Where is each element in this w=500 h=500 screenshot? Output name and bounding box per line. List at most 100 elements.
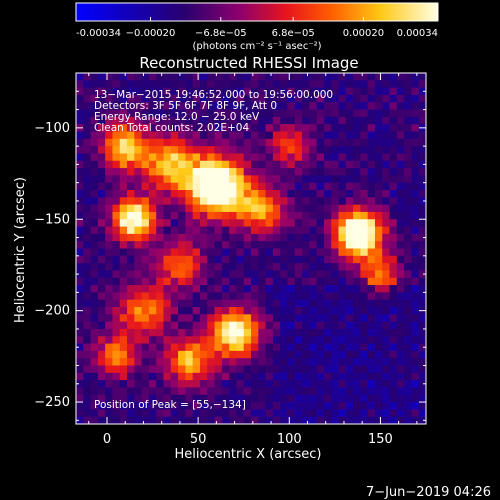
image-cell: [170, 387, 179, 396]
image-cell: [185, 387, 194, 396]
image-cell: [418, 255, 427, 264]
image-cell: [367, 314, 376, 323]
image-cell: [287, 233, 296, 242]
image-cell: [221, 409, 230, 418]
image-cell: [112, 211, 121, 220]
image-cell: [280, 285, 288, 293]
image-cell: [105, 307, 113, 315]
image-cell: [418, 197, 427, 206]
image-cell: [156, 182, 164, 191]
image-cell: [258, 402, 266, 410]
image-cell: [105, 292, 113, 301]
image-cell: [251, 211, 259, 220]
image-cell: [178, 263, 186, 271]
image-cell: [382, 409, 390, 418]
image-cell: [309, 365, 318, 374]
image-cell: [214, 197, 223, 206]
image-cell: [367, 416, 376, 425]
image-cell: [119, 277, 128, 286]
image-cell: [148, 285, 157, 293]
image-cell: [148, 219, 157, 227]
image-cell: [192, 372, 201, 381]
image-cell: [141, 182, 150, 191]
image-cell: [127, 160, 135, 169]
image-cell: [272, 409, 281, 418]
annotation-clean-counts: Clean Total counts: 2.02E+04: [94, 122, 249, 134]
image-cell: [404, 175, 412, 184]
image-cell: [214, 380, 223, 388]
image-cell: [141, 219, 150, 227]
image-cell: [236, 190, 245, 198]
image-cell: [382, 299, 390, 308]
image-cell: [382, 285, 390, 293]
image-cell: [404, 255, 412, 264]
image-cell: [389, 138, 398, 147]
image-cell: [192, 394, 201, 403]
image-cell: [90, 248, 99, 257]
image-cell: [258, 124, 266, 132]
image-cell: [207, 314, 215, 323]
image-cell: [76, 102, 84, 110]
image-cell: [105, 299, 113, 308]
image-cell: [97, 358, 106, 366]
image-cell: [272, 94, 281, 103]
image-cell: [287, 197, 296, 206]
image-cell: [243, 328, 252, 337]
image-cell: [396, 190, 405, 198]
image-cell: [178, 204, 186, 213]
image-cell: [294, 277, 303, 286]
image-cell: [243, 80, 252, 89]
image-cell: [105, 219, 113, 227]
image-cell: [163, 328, 172, 337]
image-cell: [411, 73, 420, 81]
image-cell: [338, 87, 347, 96]
image-cell: [90, 116, 99, 125]
image-cell: [316, 182, 325, 191]
image-cell: [134, 124, 143, 132]
image-cell: [360, 402, 369, 410]
image-cell: [199, 285, 208, 293]
image-cell: [345, 409, 354, 418]
image-cell: [280, 233, 288, 242]
image-cell: [251, 307, 259, 315]
image-cell: [76, 226, 84, 235]
image-cell: [134, 153, 143, 162]
image-cell: [411, 190, 420, 198]
image-cell: [163, 241, 172, 249]
image-cell: [280, 190, 288, 198]
image-cell: [112, 343, 121, 352]
image-cell: [90, 409, 99, 418]
image-cell: [382, 124, 390, 132]
image-cell: [331, 168, 339, 176]
image-cell: [141, 402, 150, 410]
image-cell: [221, 153, 230, 162]
image-cell: [178, 321, 186, 330]
image-cell: [148, 197, 157, 206]
image-cell: [331, 263, 339, 271]
image-cell: [272, 73, 281, 81]
image-cell: [163, 307, 172, 315]
image-cell: [360, 255, 369, 264]
image-cell: [127, 80, 135, 89]
image-cell: [148, 233, 157, 242]
image-cell: [229, 80, 237, 89]
image-cell: [127, 233, 135, 242]
image-cell: [331, 131, 339, 140]
image-cell: [185, 292, 194, 301]
image-cell: [396, 219, 405, 227]
image-cell: [185, 226, 194, 235]
image-cell: [90, 277, 99, 286]
image-cell: [229, 153, 237, 162]
image-cell: [338, 350, 347, 359]
image-cell: [338, 387, 347, 396]
image-cell: [251, 285, 259, 293]
image-cell: [323, 402, 332, 410]
image-cell: [229, 358, 237, 366]
colorbar-tick-label: −0.00020: [126, 28, 176, 39]
image-cell: [258, 226, 266, 235]
image-cell: [280, 314, 288, 323]
image-cell: [323, 299, 332, 308]
image-cell: [112, 124, 121, 132]
image-cell: [302, 131, 310, 140]
image-cell: [112, 204, 121, 213]
